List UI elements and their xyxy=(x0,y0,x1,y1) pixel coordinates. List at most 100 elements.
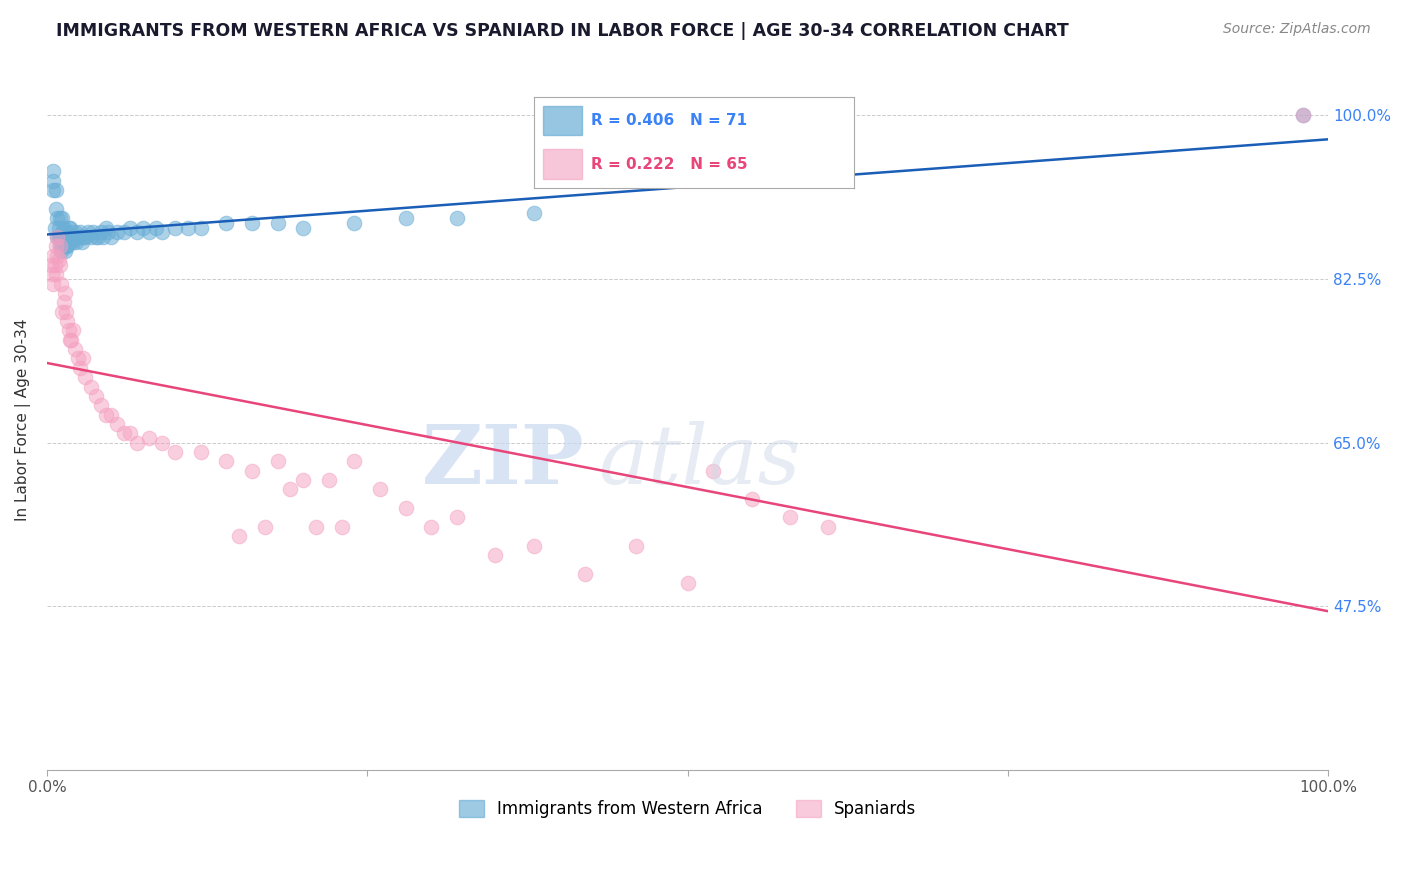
Point xyxy=(94,408,117,422)
Legend: Immigrants from Western Africa, Spaniards: Immigrants from Western Africa, Spaniard… xyxy=(451,793,924,825)
Point xyxy=(90,398,112,412)
Point xyxy=(446,211,468,226)
Point xyxy=(446,510,468,524)
Point xyxy=(48,253,70,268)
Point xyxy=(42,174,65,188)
Point xyxy=(60,230,83,244)
Point xyxy=(253,520,276,534)
Point xyxy=(56,239,79,253)
Point xyxy=(58,235,80,249)
Point xyxy=(72,351,94,366)
Point xyxy=(77,225,100,239)
Point xyxy=(368,483,391,497)
Point xyxy=(44,220,66,235)
Point xyxy=(779,510,801,524)
Point xyxy=(75,230,97,244)
Point xyxy=(46,230,69,244)
Point xyxy=(112,225,135,239)
Point xyxy=(60,333,83,347)
Point xyxy=(305,520,328,534)
Point xyxy=(702,464,724,478)
Point xyxy=(138,431,160,445)
Point xyxy=(97,225,120,239)
Point xyxy=(330,520,353,534)
Point xyxy=(59,220,82,235)
Point xyxy=(42,277,65,291)
Point xyxy=(165,445,187,459)
Point xyxy=(84,230,107,244)
Point xyxy=(343,454,366,468)
Point xyxy=(395,211,418,226)
Point xyxy=(52,239,75,253)
Point xyxy=(676,576,699,591)
Text: atlas: atlas xyxy=(598,421,800,501)
Point xyxy=(190,445,212,459)
Point xyxy=(51,225,73,239)
Point xyxy=(523,206,546,220)
Point xyxy=(52,295,75,310)
Point xyxy=(49,230,72,244)
Text: IMMIGRANTS FROM WESTERN AFRICA VS SPANIARD IN LABOR FORCE | AGE 30-34 CORRELATIO: IMMIGRANTS FROM WESTERN AFRICA VS SPANIA… xyxy=(56,22,1069,40)
Point xyxy=(67,230,90,244)
Point xyxy=(100,408,122,422)
Point xyxy=(69,360,91,375)
Point xyxy=(107,417,129,431)
Point xyxy=(52,220,75,235)
Point xyxy=(343,216,366,230)
Point xyxy=(165,220,187,235)
Point xyxy=(49,258,72,272)
Point xyxy=(42,164,65,178)
Point xyxy=(56,225,79,239)
Point xyxy=(1291,108,1313,122)
Point xyxy=(125,435,148,450)
Point xyxy=(41,267,63,281)
Point xyxy=(190,220,212,235)
Point xyxy=(817,520,839,534)
Point xyxy=(45,183,67,197)
Point xyxy=(94,220,117,235)
Point xyxy=(39,258,62,272)
Point xyxy=(125,225,148,239)
Point xyxy=(100,230,122,244)
Point xyxy=(69,225,91,239)
Point xyxy=(46,230,69,244)
Point xyxy=(49,239,72,253)
Point xyxy=(63,230,86,244)
Point xyxy=(112,426,135,441)
Point xyxy=(55,239,77,253)
Point xyxy=(292,220,315,235)
Text: ZIP: ZIP xyxy=(422,421,585,501)
Point xyxy=(55,304,77,318)
Point xyxy=(49,244,72,258)
Text: Source: ZipAtlas.com: Source: ZipAtlas.com xyxy=(1223,22,1371,37)
Point xyxy=(63,225,86,239)
Point xyxy=(228,529,250,543)
Point xyxy=(51,239,73,253)
Point xyxy=(45,202,67,216)
Point xyxy=(48,230,70,244)
Point xyxy=(59,333,82,347)
Point xyxy=(741,491,763,506)
Point xyxy=(266,216,288,230)
Point xyxy=(66,351,89,366)
Point xyxy=(215,216,238,230)
Point xyxy=(49,230,72,244)
Point xyxy=(46,211,69,226)
Point xyxy=(215,454,238,468)
Point xyxy=(107,225,129,239)
Point xyxy=(49,239,72,253)
Point xyxy=(1291,108,1313,122)
Point xyxy=(46,249,69,263)
Point xyxy=(395,501,418,516)
Point xyxy=(59,235,82,249)
Point xyxy=(53,230,76,244)
Point xyxy=(266,454,288,468)
Point xyxy=(56,314,79,328)
Point xyxy=(82,225,104,239)
Point xyxy=(70,235,93,249)
Point xyxy=(90,225,112,239)
Point xyxy=(72,230,94,244)
Point xyxy=(63,342,86,356)
Point xyxy=(48,220,70,235)
Point xyxy=(132,220,155,235)
